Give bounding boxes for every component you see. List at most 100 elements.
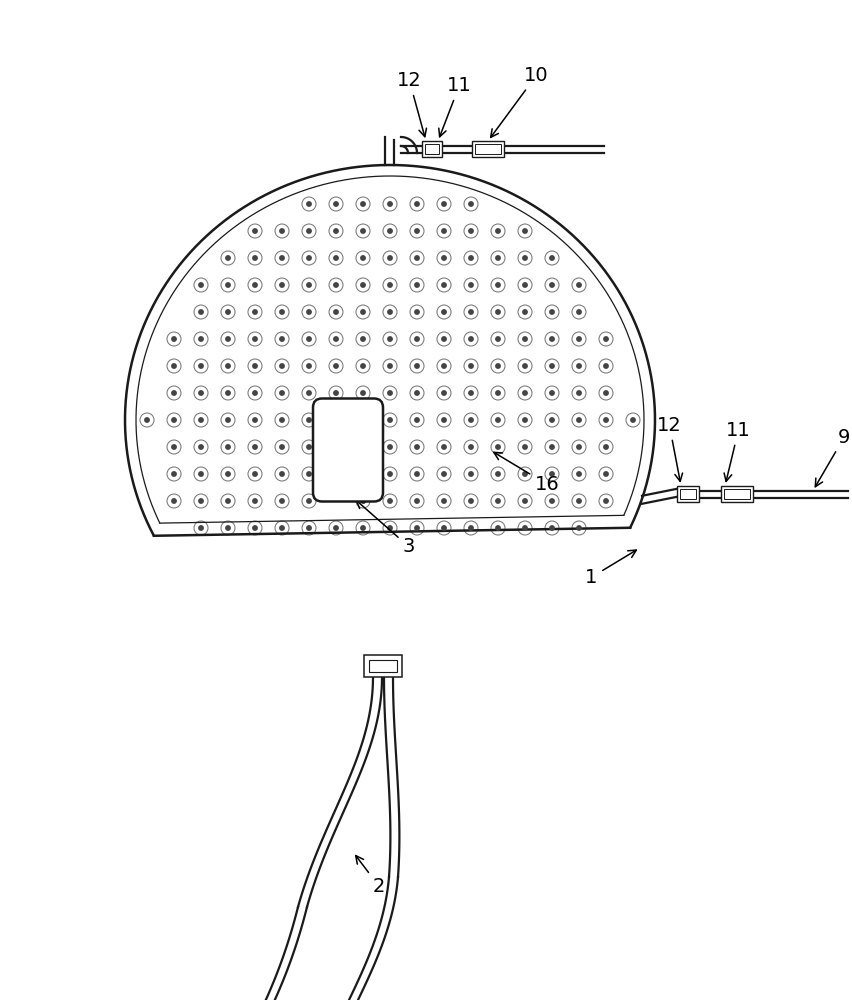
- Circle shape: [171, 337, 176, 341]
- Circle shape: [388, 445, 392, 449]
- Circle shape: [199, 283, 203, 287]
- Circle shape: [333, 229, 337, 233]
- Circle shape: [469, 499, 473, 503]
- Text: 11: 11: [438, 76, 471, 137]
- Circle shape: [171, 472, 176, 476]
- Circle shape: [307, 445, 311, 449]
- Circle shape: [252, 526, 257, 530]
- Circle shape: [522, 337, 527, 341]
- FancyBboxPatch shape: [313, 398, 383, 502]
- Circle shape: [333, 256, 337, 260]
- Circle shape: [522, 526, 527, 530]
- Circle shape: [279, 526, 284, 530]
- Circle shape: [199, 391, 203, 395]
- Circle shape: [171, 364, 176, 368]
- Circle shape: [495, 391, 499, 395]
- Circle shape: [226, 499, 230, 503]
- Circle shape: [603, 472, 607, 476]
- Circle shape: [414, 472, 418, 476]
- Circle shape: [495, 499, 499, 503]
- Circle shape: [252, 337, 257, 341]
- Circle shape: [441, 445, 446, 449]
- Circle shape: [576, 310, 580, 314]
- Circle shape: [145, 418, 149, 422]
- Text: 11: 11: [723, 421, 750, 481]
- Circle shape: [171, 499, 176, 503]
- Circle shape: [576, 364, 580, 368]
- Circle shape: [495, 418, 499, 422]
- Circle shape: [252, 364, 257, 368]
- Circle shape: [307, 229, 311, 233]
- Circle shape: [333, 283, 337, 287]
- Circle shape: [414, 202, 418, 206]
- Circle shape: [279, 256, 284, 260]
- Circle shape: [388, 364, 392, 368]
- Circle shape: [441, 202, 446, 206]
- Circle shape: [414, 418, 418, 422]
- Circle shape: [441, 337, 446, 341]
- Circle shape: [576, 445, 580, 449]
- Circle shape: [171, 445, 176, 449]
- Circle shape: [469, 526, 473, 530]
- Circle shape: [469, 472, 473, 476]
- Circle shape: [441, 256, 446, 260]
- Circle shape: [279, 499, 284, 503]
- Circle shape: [603, 499, 607, 503]
- Circle shape: [550, 499, 554, 503]
- Circle shape: [550, 310, 554, 314]
- Circle shape: [441, 364, 446, 368]
- Circle shape: [550, 337, 554, 341]
- Circle shape: [171, 391, 176, 395]
- Circle shape: [226, 283, 230, 287]
- Circle shape: [360, 310, 365, 314]
- Circle shape: [226, 337, 230, 341]
- Circle shape: [469, 202, 473, 206]
- Bar: [369, 660, 396, 672]
- Bar: [422, 141, 441, 157]
- Circle shape: [441, 526, 446, 530]
- Circle shape: [279, 310, 284, 314]
- Circle shape: [388, 499, 392, 503]
- Circle shape: [522, 499, 527, 503]
- Circle shape: [252, 283, 257, 287]
- Circle shape: [252, 391, 257, 395]
- Circle shape: [226, 472, 230, 476]
- Circle shape: [388, 472, 392, 476]
- Circle shape: [414, 229, 418, 233]
- Text: 12: 12: [656, 416, 682, 481]
- Bar: [475, 144, 500, 154]
- Circle shape: [414, 364, 418, 368]
- Circle shape: [414, 283, 418, 287]
- Circle shape: [360, 202, 365, 206]
- Circle shape: [414, 310, 418, 314]
- Circle shape: [333, 526, 337, 530]
- Circle shape: [360, 526, 365, 530]
- Circle shape: [252, 229, 257, 233]
- Circle shape: [307, 310, 311, 314]
- Circle shape: [279, 391, 284, 395]
- Circle shape: [495, 526, 499, 530]
- Circle shape: [307, 202, 311, 206]
- Circle shape: [226, 310, 230, 314]
- Circle shape: [226, 418, 230, 422]
- Circle shape: [495, 283, 499, 287]
- Circle shape: [360, 283, 365, 287]
- Circle shape: [576, 418, 580, 422]
- Circle shape: [550, 364, 554, 368]
- Circle shape: [333, 337, 337, 341]
- Circle shape: [279, 229, 284, 233]
- Circle shape: [550, 283, 554, 287]
- Circle shape: [307, 418, 311, 422]
- Circle shape: [603, 418, 607, 422]
- Circle shape: [360, 337, 365, 341]
- Circle shape: [360, 364, 365, 368]
- Circle shape: [307, 526, 311, 530]
- Circle shape: [414, 499, 418, 503]
- Circle shape: [252, 445, 257, 449]
- Circle shape: [469, 364, 473, 368]
- Circle shape: [388, 337, 392, 341]
- Circle shape: [199, 337, 203, 341]
- Text: 10: 10: [490, 66, 548, 137]
- Circle shape: [414, 256, 418, 260]
- Circle shape: [414, 337, 418, 341]
